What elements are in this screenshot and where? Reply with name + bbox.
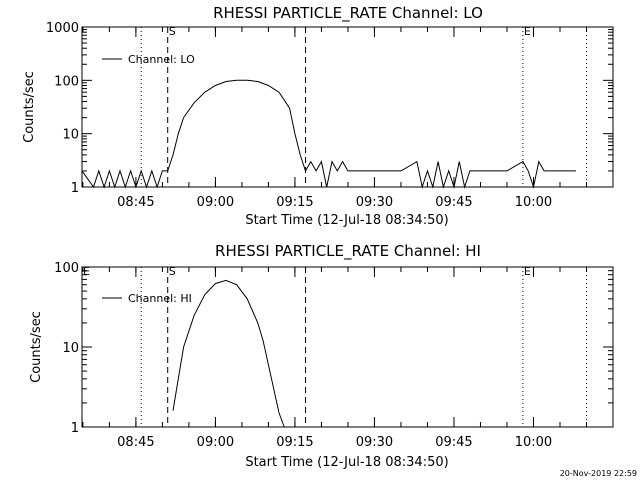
y-tick-label: 1 [71, 421, 79, 436]
x-tick-label: 09:15 [276, 435, 313, 450]
legend-hi: Channel: HI [102, 292, 192, 305]
series-line [172, 279, 285, 428]
y-tick-label: 100 [54, 261, 79, 276]
legend-entry-lo: Channel: LO [128, 53, 195, 66]
x-tick-label: 09:00 [197, 435, 234, 450]
y-axis-label-hi: Counts/sec [29, 311, 44, 383]
series-line [81, 79, 576, 189]
x-tick-label: 10:00 [515, 435, 552, 450]
marker-label: S [169, 265, 176, 278]
y-tick-label: 100 [54, 74, 79, 89]
y-tick-label: 1000 [46, 21, 79, 36]
y-tick-label: 10 [62, 341, 79, 356]
legend-lo: Channel: LO [102, 53, 195, 66]
marker-label: E [83, 265, 90, 278]
marker-label: E [524, 25, 531, 38]
timestamp: 20-Nov-2019 22:59 [560, 469, 637, 478]
marker-label: E [524, 265, 531, 278]
panel-lo: RHESSI PARTICLE_RATE Channel: LO Counts/… [22, 4, 614, 228]
plot-frame [81, 266, 614, 428]
x-tick-label: 10:00 [515, 195, 552, 210]
plot-frame [81, 26, 614, 188]
chart-title-hi: RHESSI PARTICLE_RATE Channel: HI [215, 242, 481, 261]
x-tick-label: 09:30 [356, 195, 393, 210]
panel-hi: RHESSI PARTICLE_RATE Channel: HI Counts/… [29, 242, 614, 470]
x-tick-label: 08:45 [117, 435, 154, 450]
y-axis-label-lo: Counts/sec [22, 71, 37, 143]
x-axis-label-hi: Start Time (12-Jul-18 08:34:50) [245, 455, 448, 470]
x-axis-label-lo: Start Time (12-Jul-18 08:34:50) [245, 213, 448, 228]
legend-entry-hi: Channel: HI [128, 292, 192, 305]
x-tick-label: 09:15 [276, 195, 313, 210]
x-tick-label: 09:00 [197, 195, 234, 210]
x-tick-label: 09:45 [435, 435, 472, 450]
y-tick-label: 10 [62, 128, 79, 143]
x-tick-label: 09:45 [435, 195, 472, 210]
x-tick-label: 09:30 [356, 435, 393, 450]
x-tick-label: 08:45 [117, 195, 154, 210]
marker-label: S [169, 25, 176, 38]
y-tick-label: 1 [71, 181, 79, 196]
chart-title-lo: RHESSI PARTICLE_RATE Channel: LO [213, 4, 483, 23]
